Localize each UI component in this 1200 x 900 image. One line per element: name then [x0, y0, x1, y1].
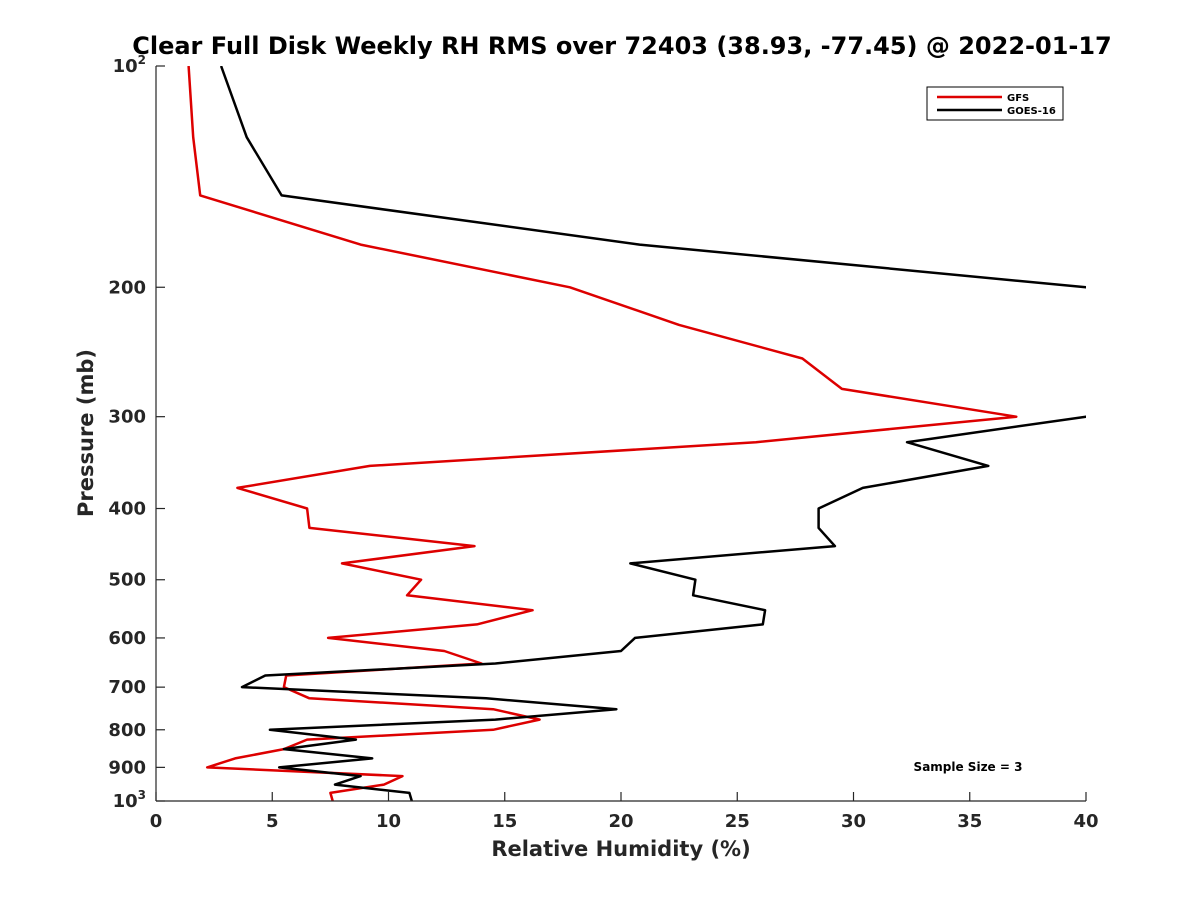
legend-entries: GFS GOES-16	[937, 93, 1056, 117]
y-tick-label: 600	[108, 628, 146, 649]
legend-label: GFS	[1007, 93, 1029, 104]
y-tick-label: 700	[108, 677, 146, 698]
x-ticks: 0 5 10 15 20 25 30 35 40	[150, 792, 1099, 832]
sample-size-annotation: Sample Size = 3	[914, 760, 1023, 774]
y-axis-label: Pressure (mb)	[74, 349, 98, 517]
x-tick-label: 15	[492, 811, 517, 832]
x-tick-label: 0	[150, 811, 163, 832]
x-tick-label: 40	[1073, 811, 1098, 832]
x-tick-label: 20	[608, 811, 633, 832]
x-tick-label: 25	[725, 811, 750, 832]
legend-box	[926, 86, 1064, 121]
x-tick-label: 5	[266, 811, 279, 832]
series-layer	[187, 66, 1086, 801]
plot-area: 0 5 10 15 20 25 30 35 40 102 200 300 400 500 600 700 80…	[108, 53, 1099, 832]
y-tick-label: 400	[108, 499, 146, 520]
y-tick-label: 103	[113, 788, 146, 812]
y-tick-label: 300	[108, 407, 146, 428]
x-tick-label: 10	[376, 811, 401, 832]
y-ticks: 102 200 300 400 500 600 700 800 900 103	[108, 53, 165, 812]
chart-title: Clear Full Disk Weekly RH RMS over 72403…	[132, 32, 1112, 60]
y-tick-label: 102	[113, 53, 146, 77]
y-tick-label: 800	[108, 720, 146, 741]
legend: GFS GOES-16	[926, 86, 1064, 121]
x-axis-label: Relative Humidity (%)	[491, 837, 750, 861]
y-tick-label: 500	[108, 570, 146, 591]
y-tick-label: 900	[108, 757, 146, 778]
series-line-goes-16	[219, 66, 1086, 801]
x-tick-label: 35	[957, 811, 982, 832]
y-tick-label: 200	[108, 277, 146, 298]
legend-label: GOES-16	[1007, 106, 1056, 117]
x-tick-label: 30	[841, 811, 866, 832]
